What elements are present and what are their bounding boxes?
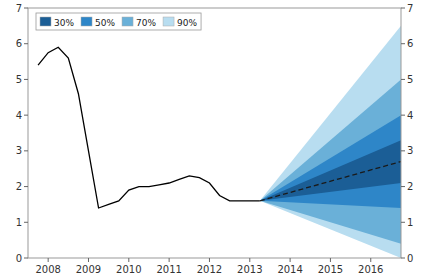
- fan-band: [260, 79, 401, 243]
- y2-tick: [401, 8, 405, 9]
- x-tick-label: 2016: [358, 264, 383, 275]
- plot-area: [38, 26, 401, 258]
- x-tick: [249, 258, 250, 262]
- legend-label: 30%: [54, 18, 74, 28]
- x-tick-label: 2008: [35, 264, 60, 275]
- x-tick-label: 2013: [237, 264, 262, 275]
- y-tick: [24, 8, 28, 9]
- y2-tick-label: 1: [407, 217, 413, 228]
- x-tick: [370, 258, 371, 262]
- y-tick: [24, 115, 28, 116]
- y2-tick-label: 5: [407, 74, 413, 85]
- x-tick: [330, 258, 331, 262]
- y-tick-label: 2: [16, 181, 22, 192]
- legend-label: 70%: [136, 18, 156, 28]
- x-tick: [48, 258, 49, 262]
- y2-tick: [401, 43, 405, 44]
- forecast-line: [260, 162, 401, 201]
- x-tick: [128, 258, 129, 262]
- legend-swatch: [81, 17, 92, 26]
- y2-tick: [401, 222, 405, 223]
- x-tick-label: 2015: [318, 264, 343, 275]
- y2-tick-label: 4: [407, 110, 413, 121]
- y-tick-label: 0: [16, 253, 22, 264]
- y2-tick-label: 2: [407, 181, 413, 192]
- y-tick: [24, 150, 28, 151]
- y-tick-label: 5: [16, 74, 22, 85]
- x-tick-label: 2009: [76, 264, 101, 275]
- x-tick-label: 2010: [116, 264, 141, 275]
- y2-tick: [401, 115, 405, 116]
- x-tick: [209, 258, 210, 262]
- legend-swatch: [40, 17, 51, 26]
- y2-tick-label: 0: [407, 253, 413, 264]
- y2-tick: [401, 79, 405, 80]
- y-tick-label: 6: [16, 38, 22, 49]
- y2-tick-label: 3: [407, 145, 413, 156]
- x-tick: [290, 258, 291, 262]
- y-tick-label: 1: [16, 217, 22, 228]
- x-tick-label: 2011: [156, 264, 181, 275]
- x-tick: [169, 258, 170, 262]
- plot-frame: [28, 8, 401, 258]
- y-tick-label: 7: [16, 3, 22, 14]
- y2-tick-label: 6: [407, 38, 413, 49]
- legend-label: 50%: [95, 18, 115, 28]
- legend-swatch: [122, 17, 133, 26]
- x-tick-label: 2012: [197, 264, 222, 275]
- y-tick: [24, 186, 28, 187]
- y-tick-label: 4: [16, 110, 22, 121]
- chart: 2008200920102011201220132014201520160123…: [0, 0, 429, 280]
- y2-tick-label: 7: [407, 3, 413, 14]
- y2-tick: [401, 258, 405, 259]
- y-tick: [24, 79, 28, 80]
- fan-band: [260, 140, 401, 201]
- legend: 30% 50% 70% 90%: [36, 13, 201, 30]
- y-tick: [24, 222, 28, 223]
- y2-tick: [401, 186, 405, 187]
- y-tick: [24, 43, 28, 44]
- fan-band: [260, 115, 401, 208]
- y2-tick: [401, 150, 405, 151]
- legend-swatch: [163, 17, 174, 26]
- legend-label: 90%: [177, 18, 197, 28]
- y-tick-label: 3: [16, 145, 22, 156]
- history-line: [38, 47, 260, 208]
- y-tick: [24, 258, 28, 259]
- fan-band: [260, 26, 401, 258]
- legend-frame: [36, 13, 201, 30]
- x-tick: [88, 258, 89, 262]
- x-tick-label: 2014: [277, 264, 302, 275]
